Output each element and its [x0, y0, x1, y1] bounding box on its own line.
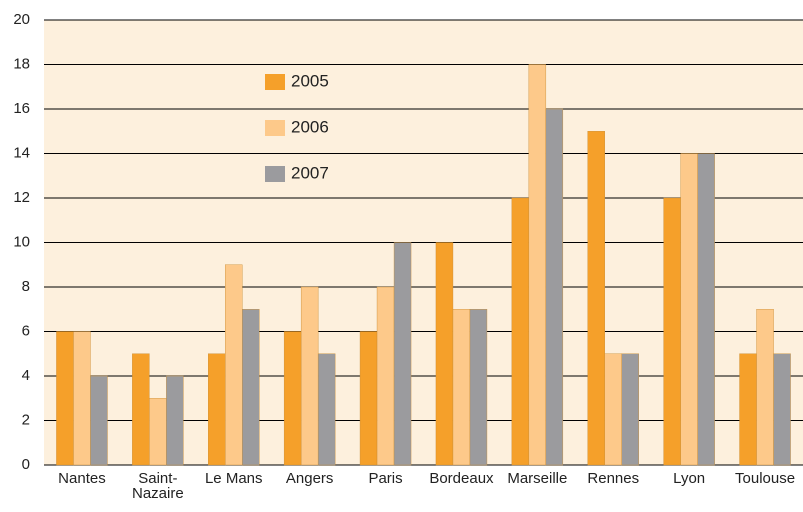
- bar: [242, 309, 260, 466]
- bar: [359, 331, 378, 466]
- bar: [621, 353, 639, 466]
- bar: [435, 242, 454, 466]
- x-tick-label: Toulouse: [735, 470, 795, 487]
- bar: [739, 353, 757, 466]
- x-tick-label: Saint-Nazaire: [132, 470, 184, 502]
- y-tick-label: 4: [22, 367, 30, 384]
- x-tick-label: Bordeaux: [429, 470, 494, 487]
- y-tick-label: 10: [13, 233, 30, 250]
- bar: [166, 375, 184, 466]
- bar: [773, 353, 791, 466]
- x-tick-label: Rennes: [587, 470, 639, 487]
- bar: [283, 331, 302, 466]
- bar: [208, 353, 226, 466]
- bar: [317, 353, 336, 466]
- bar: [756, 309, 774, 466]
- bar: [452, 309, 471, 466]
- bar: [149, 398, 167, 466]
- bar: [587, 131, 605, 466]
- bar: [697, 153, 715, 466]
- bar: [90, 375, 108, 466]
- y-tick-label: 14: [13, 144, 30, 161]
- bar: [56, 331, 74, 466]
- bar: [393, 242, 412, 466]
- bar: [663, 197, 681, 466]
- x-tick-label: Nantes: [58, 470, 106, 487]
- y-tick-label: 16: [13, 100, 30, 117]
- legend-swatch: [265, 166, 285, 182]
- legend-swatch: [265, 120, 285, 136]
- y-tick-label: 2: [22, 411, 30, 428]
- bar: [73, 331, 91, 466]
- bar: [604, 353, 622, 466]
- bar: [511, 197, 530, 466]
- x-tick-label: Le Mans: [205, 470, 263, 487]
- bar: [680, 153, 698, 466]
- y-tick-label: 6: [22, 322, 30, 339]
- bar: [469, 309, 488, 466]
- x-tick-label: Lyon: [673, 470, 705, 487]
- x-tick-label: Marseille: [507, 470, 567, 487]
- y-tick-label: 12: [13, 189, 30, 206]
- legend-label: 2007: [291, 163, 329, 182]
- y-tick-label: 20: [13, 11, 30, 28]
- bar: [376, 286, 395, 466]
- bar: [225, 264, 243, 466]
- legend-swatch: [265, 74, 285, 90]
- y-tick-label: 8: [22, 278, 30, 295]
- bar: [300, 286, 319, 466]
- legend-label: 2006: [291, 117, 329, 136]
- x-tick-label: Paris: [368, 470, 402, 487]
- y-tick-label: 18: [13, 55, 30, 72]
- x-tick-label: Angers: [286, 470, 334, 487]
- bar: [132, 353, 150, 466]
- legend-label: 2005: [291, 71, 329, 90]
- y-tick-label: 0: [22, 456, 30, 473]
- bar: [528, 64, 547, 466]
- bar: [545, 108, 564, 466]
